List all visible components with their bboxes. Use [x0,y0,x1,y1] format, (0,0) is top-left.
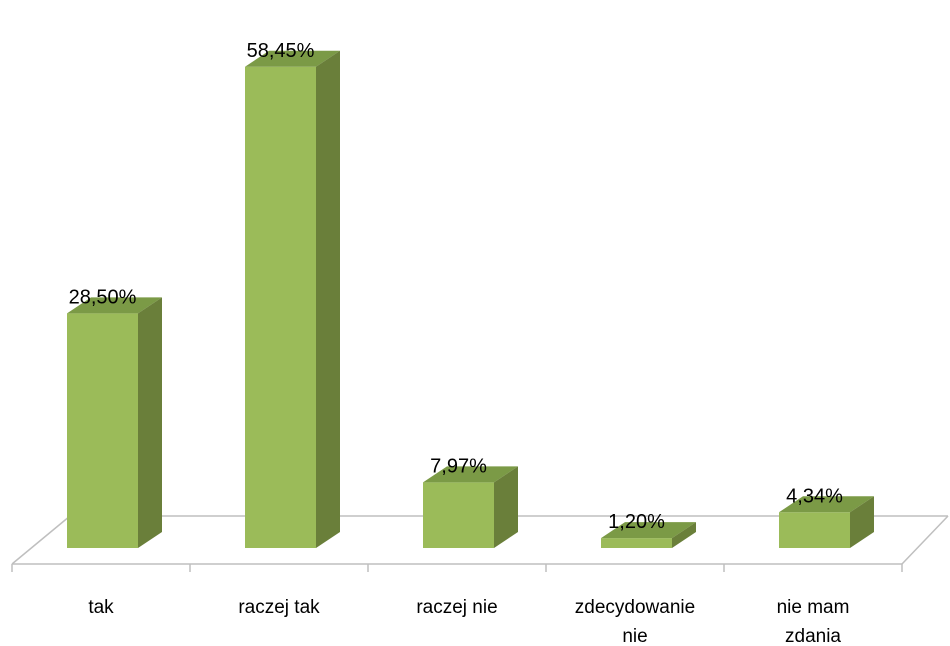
data-label: 1,20% [608,511,665,533]
bar-side [138,297,162,548]
category-label: zdecydowanie [575,597,695,618]
bar-side [494,466,518,548]
bar [245,50,340,549]
category-label: raczej tak [238,597,320,618]
category-labels: tak raczej tak raczej nie zdecydowanie nie ni… [88,597,849,646]
bar-front [245,66,316,549]
bar [601,522,696,548]
data-label: 4,34% [786,485,843,507]
bar-front [67,313,138,548]
floor-right-edge [901,515,949,565]
bar-front [423,482,494,548]
category-label: nie [622,626,647,646]
data-label: 7,97% [430,455,487,477]
bar-front [601,538,672,548]
data-label: 28,50% [69,286,137,308]
category-label: zdania [785,626,841,646]
bar-top [245,50,340,67]
bar-top [601,522,696,539]
bar-top [779,496,874,513]
bar [67,297,162,548]
data-label: 58,45% [247,40,315,62]
bar-top [423,466,518,483]
bar-side [672,522,696,548]
category-label: raczej nie [416,597,497,618]
floor-left-edge [11,515,71,565]
bar-front [779,512,850,548]
chart-bars [67,50,874,549]
bar-side [850,496,874,548]
category-label: nie mam [777,597,850,618]
bar-top [67,297,162,314]
bar [779,496,874,548]
bar [423,466,518,548]
category-label: tak [88,597,114,618]
bar-side [316,50,340,549]
data-labels: 28,50% 58,45% 7,97% 1,20% 4,34% [69,40,843,533]
